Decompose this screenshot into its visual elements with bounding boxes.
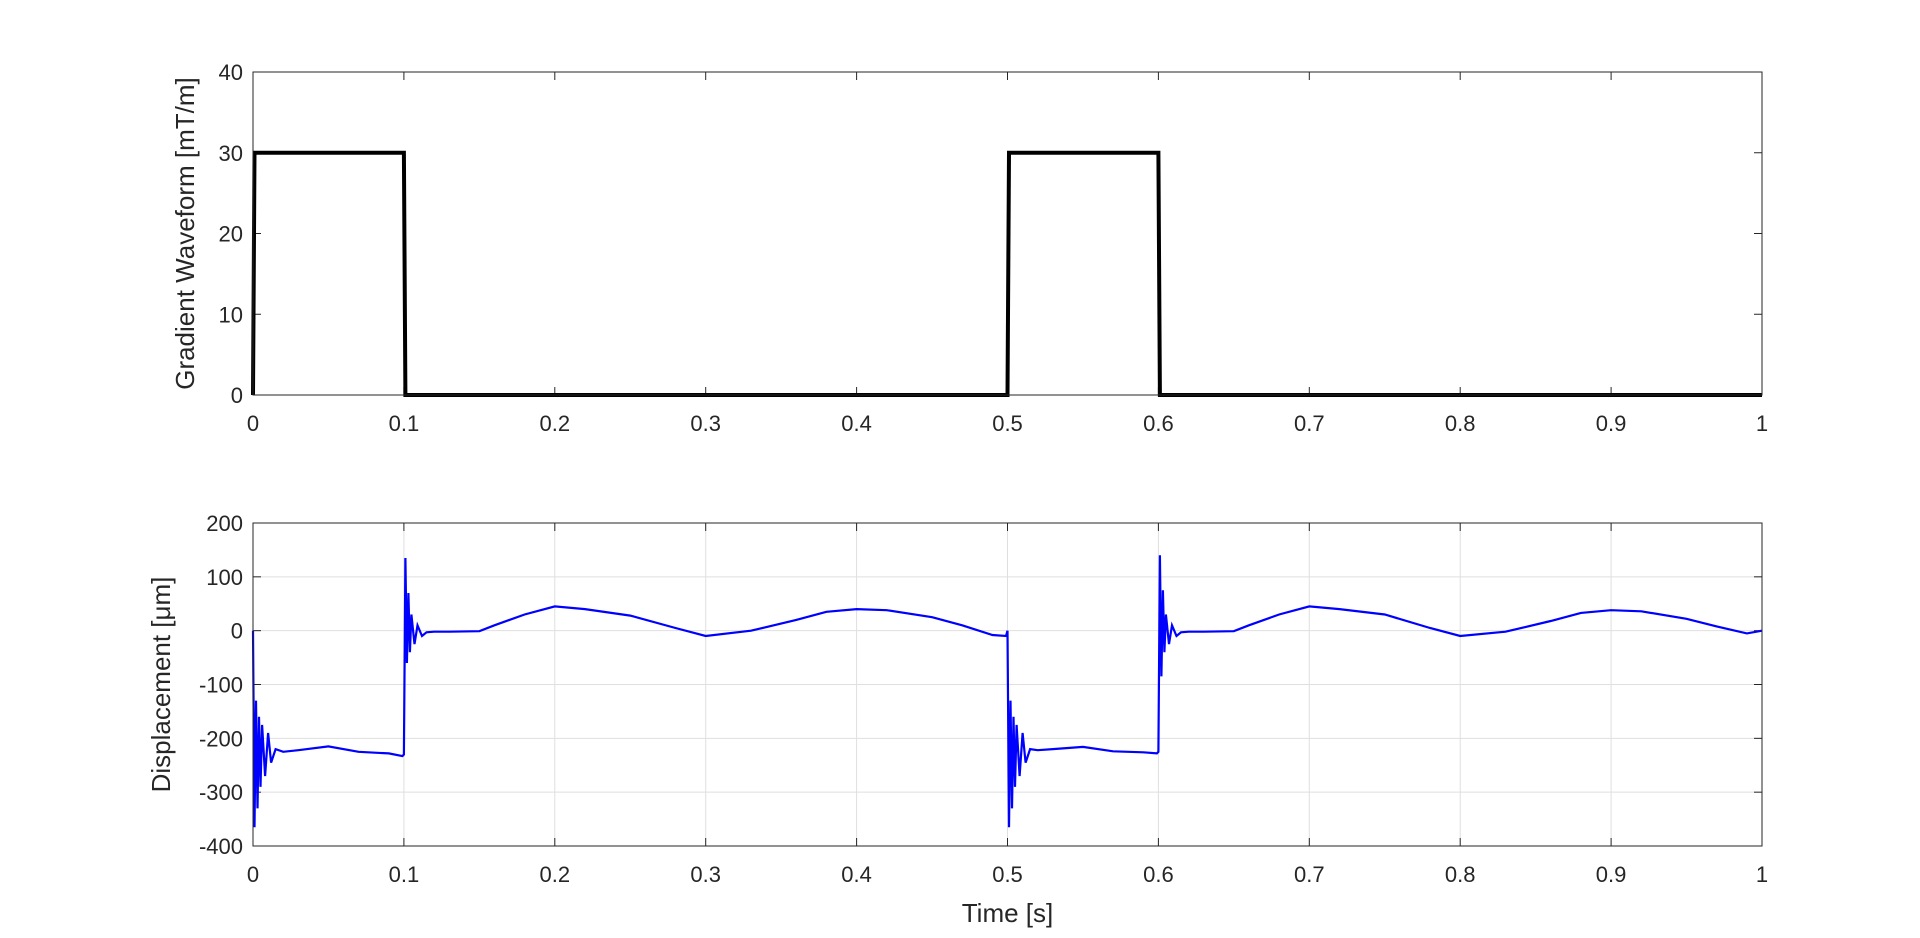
x-axis-label: Time [s] [962, 898, 1053, 928]
x-tick-label: 0.5 [992, 411, 1023, 436]
gradient-waveform-subplot: 0 0.1 0.2 0.3 0.4 0.5 0.6 0.7 0.8 0.9 1 010203040 … [170, 60, 1768, 436]
y-tick-label: -200 [199, 726, 243, 751]
y-tick-label: 0 [231, 383, 243, 408]
x-tick-label: 0.1 [389, 411, 420, 436]
x-tick-label: 0.8 [1445, 411, 1476, 436]
x-tick-label: 0.9 [1596, 411, 1627, 436]
y-tick-label: -400 [199, 834, 243, 859]
y-axis-label: Displacement [μm] [146, 577, 176, 793]
x-tick-label: 0.2 [540, 411, 571, 436]
y-tick-label: 20 [219, 222, 243, 247]
x-tick-label: 0.7 [1294, 862, 1325, 887]
series-line [251, 555, 1763, 828]
x-tick-label: 0.3 [690, 862, 721, 887]
x-tick-label: 0.9 [1596, 862, 1627, 887]
axes-box [252, 71, 1763, 396]
y-tick-label: -100 [199, 673, 243, 698]
y-tick-label: 100 [206, 565, 243, 590]
x-tick-label: 0.4 [841, 411, 872, 436]
x-tick-label: 0 [247, 411, 259, 436]
y-tick-label: 0 [231, 619, 243, 644]
y-tick-label: 40 [219, 60, 243, 85]
x-axis-ticks: 0 0.1 0.2 0.3 0.4 0.5 0.6 0.7 0.8 0.9 1 [247, 72, 1768, 436]
x-tick-label: 0.6 [1143, 862, 1174, 887]
x-tick-label: 0 [247, 862, 259, 887]
displacement-subplot: 0 0.1 0.2 0.3 0.4 0.5 0.6 0.7 0.8 0.9 1 -400 -300 -2… [146, 511, 1768, 928]
data-series [251, 555, 1763, 828]
x-tick-label: 0.7 [1294, 411, 1325, 436]
y-axis-label: Gradient Waveform [mT/m] [170, 77, 200, 390]
y-tick-label: 30 [219, 141, 243, 166]
data-series [251, 150, 1762, 397]
y-tick-label: -300 [199, 780, 243, 805]
y-axis-ticks: -400 -300 -200 -100 0 100 200 [199, 511, 1762, 859]
x-tick-label: 0.2 [540, 862, 571, 887]
x-tick-label: 0.8 [1445, 862, 1476, 887]
x-tick-label: 0.5 [992, 862, 1023, 887]
x-tick-label: 0.6 [1143, 411, 1174, 436]
y-tick-label: 200 [206, 511, 243, 536]
x-tick-label: 0.3 [690, 411, 721, 436]
x-tick-label: 0.1 [389, 862, 420, 887]
x-axis-ticks: 0 0.1 0.2 0.3 0.4 0.5 0.6 0.7 0.8 0.9 1 [247, 523, 1768, 887]
x-tick-label: 1 [1756, 411, 1768, 436]
y-tick-label: 10 [219, 302, 243, 327]
y-axis-ticks: 0 10 20 30 40 [219, 60, 1762, 408]
x-tick-label: 1 [1756, 862, 1768, 887]
axes-box [252, 522, 1763, 847]
x-tick-label: 0.4 [841, 862, 872, 887]
series-line [251, 150, 1762, 397]
